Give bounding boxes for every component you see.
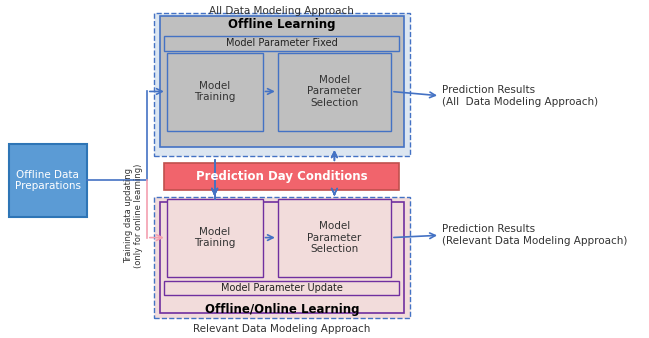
Text: Prediction Day Conditions: Prediction Day Conditions	[196, 170, 367, 183]
FancyBboxPatch shape	[164, 163, 399, 190]
Text: Prediction Results
(Relevant Data Modeling Approach): Prediction Results (Relevant Data Modeli…	[442, 224, 627, 246]
Text: All Data Modeling Approach: All Data Modeling Approach	[210, 6, 354, 16]
Text: Model
Parameter
Selection: Model Parameter Selection	[307, 221, 361, 254]
Text: Relevant Data Modeling Approach: Relevant Data Modeling Approach	[193, 324, 371, 334]
Text: Prediction Results
(All  Data Modeling Approach): Prediction Results (All Data Modeling Ap…	[442, 85, 598, 106]
FancyBboxPatch shape	[278, 53, 391, 131]
Text: Model Parameter Fixed: Model Parameter Fixed	[226, 38, 337, 48]
FancyBboxPatch shape	[154, 197, 410, 318]
Text: Model
Training: Model Training	[194, 81, 236, 102]
FancyBboxPatch shape	[160, 16, 404, 147]
Text: Offline Data
Preparations: Offline Data Preparations	[15, 170, 81, 191]
FancyBboxPatch shape	[167, 199, 263, 277]
FancyBboxPatch shape	[278, 199, 391, 277]
Text: Offline/Online Learning: Offline/Online Learning	[204, 303, 359, 316]
FancyBboxPatch shape	[154, 13, 410, 155]
Text: Model
Parameter
Selection: Model Parameter Selection	[307, 75, 361, 108]
Text: Model Parameter Update: Model Parameter Update	[221, 283, 343, 293]
FancyBboxPatch shape	[167, 53, 263, 131]
Text: Offline Learning: Offline Learning	[228, 18, 336, 31]
FancyBboxPatch shape	[164, 36, 399, 51]
Text: Model
Training: Model Training	[194, 227, 236, 248]
FancyBboxPatch shape	[8, 144, 87, 217]
FancyBboxPatch shape	[160, 202, 404, 313]
Text: Training data updating
(only for online learning): Training data updating (only for online …	[124, 163, 143, 268]
FancyBboxPatch shape	[164, 281, 399, 295]
